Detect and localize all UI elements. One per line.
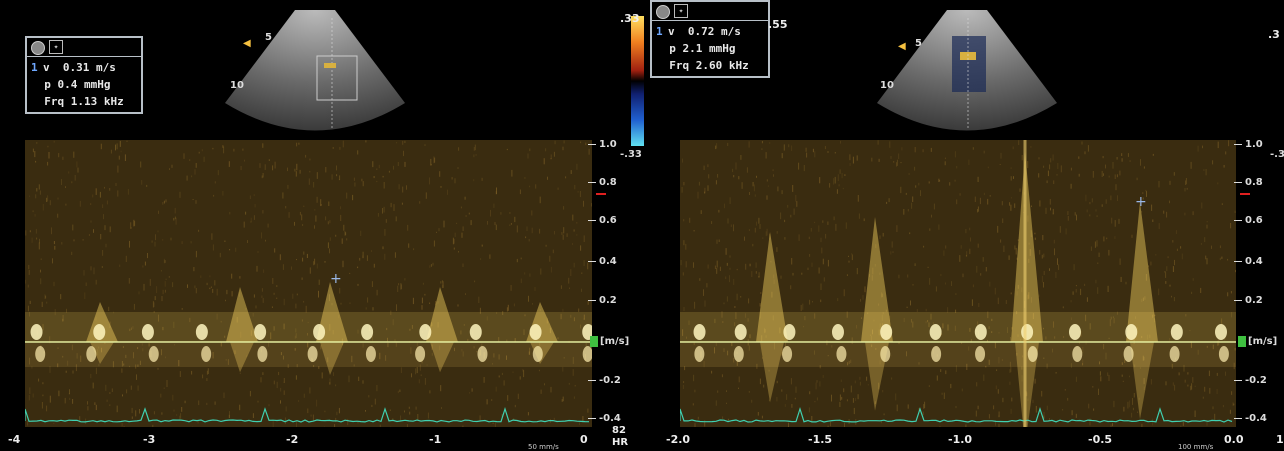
frequency-label: Frq bbox=[669, 59, 690, 72]
probe-icon: ✦ bbox=[49, 40, 63, 54]
right-unit-marker bbox=[1238, 336, 1246, 347]
left-depth-label-5: 5 bbox=[265, 32, 272, 43]
pressure-label: p bbox=[669, 42, 676, 55]
right-xtick-neg1-0: -1.0 bbox=[948, 433, 973, 446]
right-ytick-0-2: 0.2 bbox=[1234, 295, 1263, 306]
pressure-value: 0.4 mmHg bbox=[57, 78, 111, 91]
left-ytick-1-0: 1.0 bbox=[588, 139, 617, 150]
svg-text:+: + bbox=[1135, 194, 1147, 210]
right-color-scale-edge: .3 bbox=[1268, 28, 1280, 41]
left-unit-marker bbox=[590, 336, 598, 347]
cursor-number: 1 bbox=[31, 61, 38, 74]
left-xtick-0: 0 bbox=[580, 433, 588, 446]
pressure-label: p bbox=[44, 78, 51, 91]
probe-icon: ✦ bbox=[674, 4, 688, 18]
record-icon bbox=[31, 41, 45, 55]
left-velocity-marker bbox=[596, 193, 606, 195]
frequency-value: 1.13 kHz bbox=[70, 95, 124, 108]
left-sweep-speed: 50 mm/s bbox=[528, 443, 559, 451]
right-color-scale-max: .55 bbox=[768, 18, 788, 31]
left-ytick-neg-0-4: -0.4 bbox=[588, 413, 621, 424]
right-ytick-top-extra: -.3 bbox=[1270, 149, 1284, 160]
color-scale-bar bbox=[631, 16, 644, 146]
right-ytick-1-0: 1.0 bbox=[1234, 139, 1263, 150]
right-xtick-0-0: 0.0 bbox=[1224, 433, 1244, 446]
color-scale-max: .33 bbox=[620, 12, 640, 25]
left-xtick-neg2: -2 bbox=[286, 433, 299, 446]
heart-rate-label: HR bbox=[612, 437, 629, 448]
right-depth-label-5: 5 bbox=[915, 38, 922, 49]
left-ytick-0-4: 0.4 bbox=[588, 256, 617, 267]
left-xtick-neg1: -1 bbox=[429, 433, 442, 446]
left-xtick-neg4: -4 bbox=[8, 433, 21, 446]
velocity-value: 0.72 m/s bbox=[687, 25, 741, 38]
cursor-number: 1 bbox=[656, 25, 663, 38]
velocity-value: 0.31 m/s bbox=[62, 61, 116, 74]
svg-text:+: + bbox=[330, 271, 342, 287]
velocity-label: v bbox=[43, 61, 50, 74]
right-xtick-neg0-5: -0.5 bbox=[1088, 433, 1113, 446]
right-ytick-neg-0-4: -0.4 bbox=[1234, 413, 1267, 424]
right-ytick-0-4: 0.4 bbox=[1234, 256, 1263, 267]
left-ytick-unit: [m/s] bbox=[600, 336, 630, 347]
right-xtick-neg2-0: -2.0 bbox=[666, 433, 691, 446]
left-depth-label-10: 10 bbox=[230, 80, 244, 91]
left-xtick-neg3: -3 bbox=[143, 433, 156, 446]
record-icon bbox=[656, 5, 670, 19]
left-ytick-0-6: 0.6 bbox=[588, 215, 617, 226]
right-velocity-marker bbox=[1240, 193, 1250, 195]
left-ytick-neg-0-2: -0.2 bbox=[588, 375, 621, 386]
heart-rate-value: 82 bbox=[612, 425, 626, 436]
right-bmode-sector-image bbox=[877, 10, 1057, 131]
right-edge-label: 1 bbox=[1276, 433, 1284, 446]
focus-marker-icon: ◀ bbox=[243, 38, 251, 49]
frequency-value: 2.60 kHz bbox=[695, 59, 749, 72]
left-spectral-display: + bbox=[25, 140, 592, 427]
right-ytick-0-8: 0.8 bbox=[1234, 177, 1263, 188]
right-spectral-display: + bbox=[680, 140, 1236, 427]
left-ytick-top-extra: -.33 bbox=[620, 149, 642, 160]
focus-marker-icon: ◀ bbox=[898, 41, 906, 52]
left-ytick-0-8: 0.8 bbox=[588, 177, 617, 188]
right-sweep-speed: 100 mm/s bbox=[1178, 443, 1214, 451]
left-ytick-0-2: 0.2 bbox=[588, 295, 617, 306]
right-ytick-0-6: 0.6 bbox=[1234, 215, 1263, 226]
right-ytick-unit: [m/s] bbox=[1248, 336, 1278, 347]
right-xtick-neg1-5: -1.5 bbox=[808, 433, 833, 446]
pressure-value: 2.1 mmHg bbox=[682, 42, 736, 55]
velocity-label: v bbox=[668, 25, 675, 38]
left-bmode-sector-image bbox=[225, 10, 405, 131]
frequency-label: Frq bbox=[44, 95, 65, 108]
right-depth-label-10: 10 bbox=[880, 80, 894, 91]
right-ytick-neg-0-2: -0.2 bbox=[1234, 375, 1267, 386]
